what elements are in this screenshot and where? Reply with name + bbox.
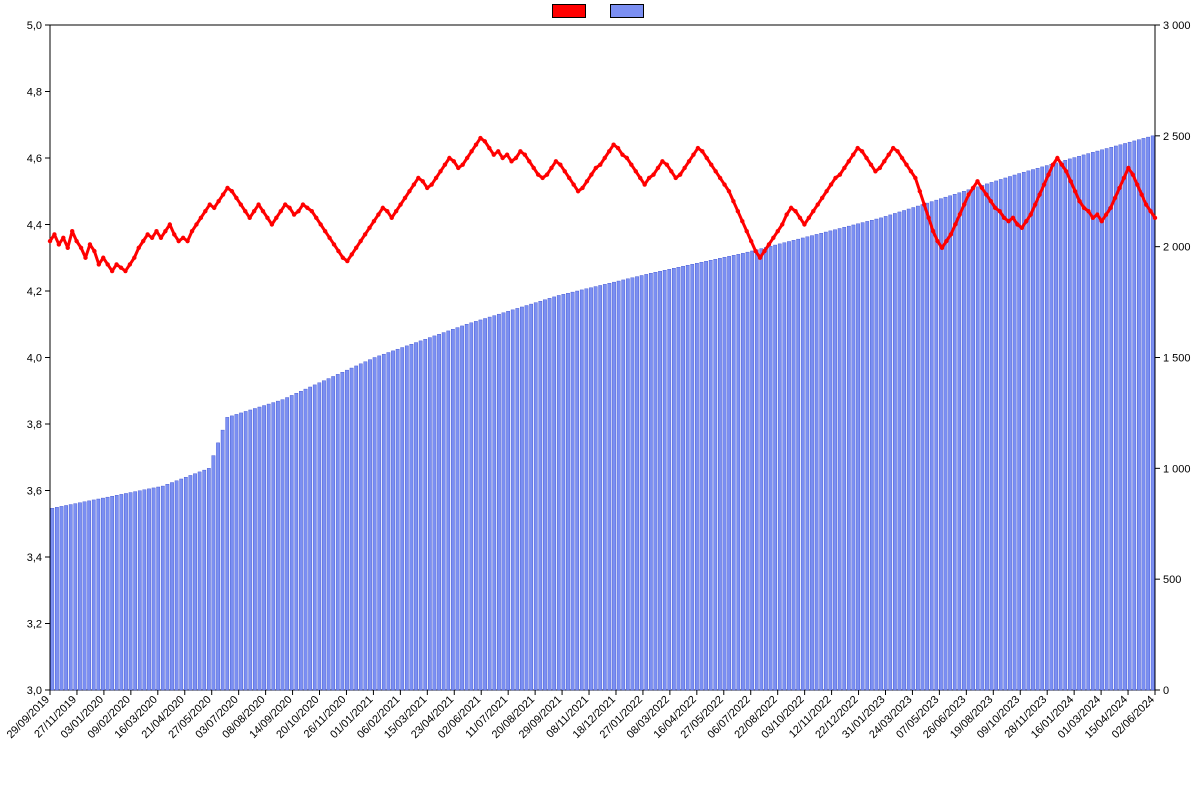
svg-text:4,6: 4,6 [27,153,42,165]
svg-text:4,8: 4,8 [27,87,42,99]
svg-text:3,0: 3,0 [27,685,42,697]
time-series-chart: 3,0 3,2 3,4 3,6 3,8 4,0 4,2 4,4 4,6 4,8 5,0 0 500 1 0… [0,0,1200,800]
legend-swatch-bar [610,4,644,18]
svg-text:3,6: 3,6 [27,486,42,498]
svg-text:2 500: 2 500 [1163,131,1191,143]
legend-item-bar [610,4,648,18]
svg-text:2 000: 2 000 [1163,242,1191,254]
svg-text:500: 500 [1163,574,1181,586]
svg-text:1 000: 1 000 [1163,463,1191,475]
legend-swatch-line [552,4,586,18]
legend [552,4,648,18]
svg-text:4,4: 4,4 [27,220,42,232]
svg-text:4,2: 4,2 [27,286,42,298]
svg-text:1 500: 1 500 [1163,353,1191,365]
svg-text:4,0: 4,0 [27,353,42,365]
svg-text:3,2: 3,2 [27,619,42,631]
svg-text:5,0: 5,0 [27,20,42,32]
svg-text:3,8: 3,8 [27,419,42,431]
chart-svg: 3,0 3,2 3,4 3,6 3,8 4,0 4,2 4,4 4,6 4,8 5,0 0 500 1 0… [0,0,1200,800]
svg-text:3,4: 3,4 [27,552,42,564]
legend-item-line [552,4,590,18]
svg-text:3 000: 3 000 [1163,20,1191,32]
svg-text:0: 0 [1163,685,1169,697]
